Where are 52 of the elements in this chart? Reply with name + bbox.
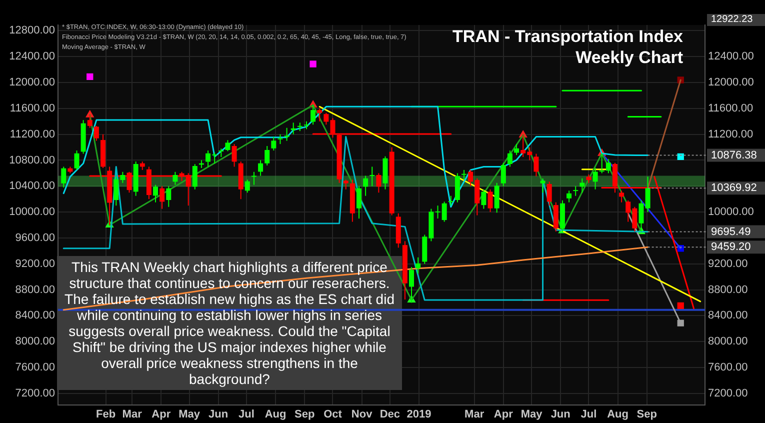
annotation: 10876.38 (711, 149, 757, 162)
y-tick-label: 11600.00 (10, 102, 55, 114)
text: Weekly Chart (574, 47, 683, 68)
y2-tick-label: 12400.00 (708, 50, 754, 63)
x-tick-label: Feb (96, 408, 116, 421)
y2-tick-label: 11600.00 (708, 102, 754, 114)
y-tick-label: 8000.00 (15, 336, 55, 348)
y-tick-label: 12000.00 (9, 76, 55, 89)
x-tick-label: Jul (238, 408, 254, 421)
y2-tick-label: 8800.00 (708, 284, 748, 296)
x-tick-label: May (520, 408, 544, 421)
y-tick-label: 8400.00 (15, 310, 55, 322)
annotation: 9459.20 (711, 241, 751, 254)
x-tick-label: Jun (208, 408, 228, 421)
y-tick-label: 9600.00 (15, 232, 55, 244)
y2-tick-label: 7600.00 (708, 362, 748, 374)
x-tick-label: Mar (464, 408, 485, 421)
y2-tick-label: 8000.00 (708, 336, 748, 348)
x-tick-label: May (178, 408, 201, 421)
y-tick-label: 9200.00 (15, 258, 55, 270)
y-tick-label: 11200.00 (10, 128, 55, 140)
y2-tick-label: 12000.00 (708, 76, 754, 89)
x-tick-label: Aug (607, 408, 628, 421)
y2-tick-label: 11200.00 (708, 128, 754, 140)
x-tick-label: Sep (294, 408, 315, 421)
annotation: 10369.92 (711, 182, 757, 194)
y2-tick-label: 7200.00 (708, 387, 748, 400)
x-tick-label: 2019 (406, 408, 432, 421)
y-tick-label: 7600.00 (15, 362, 55, 374)
x-tick-label: Jul (580, 408, 597, 421)
y-tick-label: 12800.00 (9, 24, 55, 37)
y-tick-label: 12400.00 (9, 50, 55, 63)
y-tick-label: 10000.00 (9, 206, 55, 218)
y-tick-label: 7200.00 (15, 387, 55, 400)
text: 12922.23 (707, 14, 765, 26)
x-tick-label: Sep (636, 408, 658, 421)
y2-tick-label: 8400.00 (708, 310, 748, 322)
x-tick-label: Jun (550, 408, 571, 421)
x-tick-label: Apr (494, 408, 514, 421)
x-tick-label: Aug (264, 408, 286, 421)
x-tick-label: Apr (152, 408, 172, 421)
y-tick-label: 10800.00 (9, 154, 55, 166)
y2-tick-label: 9200.00 (708, 258, 748, 270)
x-tick-label: Oct (324, 408, 342, 421)
x-tick-label: Dec (380, 408, 400, 421)
x-tick-label: Nov (351, 408, 374, 421)
x-tick-label: Mar (122, 408, 143, 421)
chart-title: TRAN - Transportation Index (452, 26, 683, 47)
y-tick-label: 10400.00 (9, 180, 55, 192)
y-tick-label: 8800.00 (15, 284, 55, 296)
y2-tick-label: 10000.00 (708, 206, 754, 218)
annotation: 9695.49 (711, 226, 751, 238)
